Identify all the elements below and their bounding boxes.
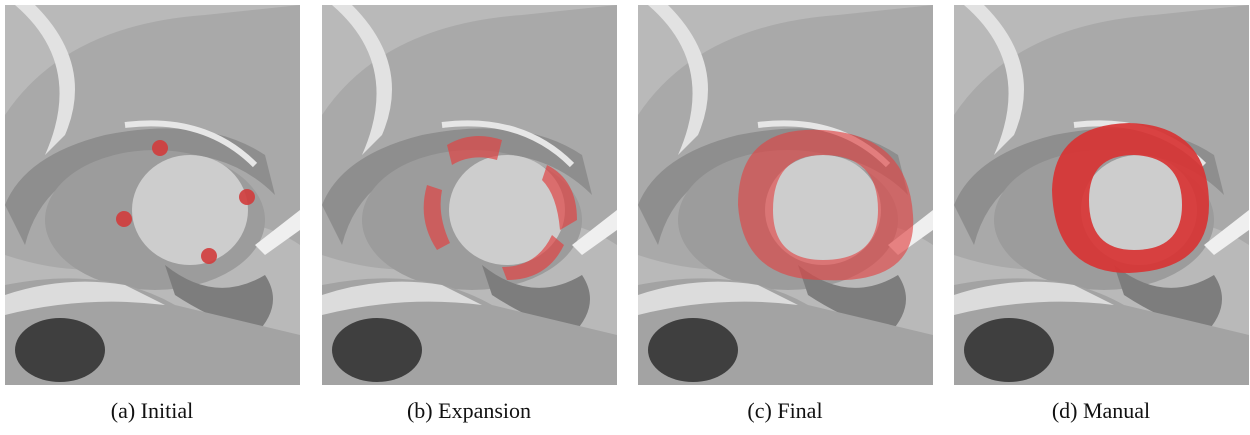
caption: (a) Initial (111, 398, 193, 423)
figure: (a) Initial (b) Expansion (c) Final (d) … (0, 0, 1250, 435)
panel-b (322, 5, 617, 385)
panel-a (5, 5, 300, 385)
panel-c (638, 5, 933, 385)
caption: (c) Final (747, 398, 822, 423)
caption: (b) Expansion (407, 398, 531, 423)
caption: (d) Manual (1052, 398, 1150, 423)
panel-d (954, 5, 1249, 385)
